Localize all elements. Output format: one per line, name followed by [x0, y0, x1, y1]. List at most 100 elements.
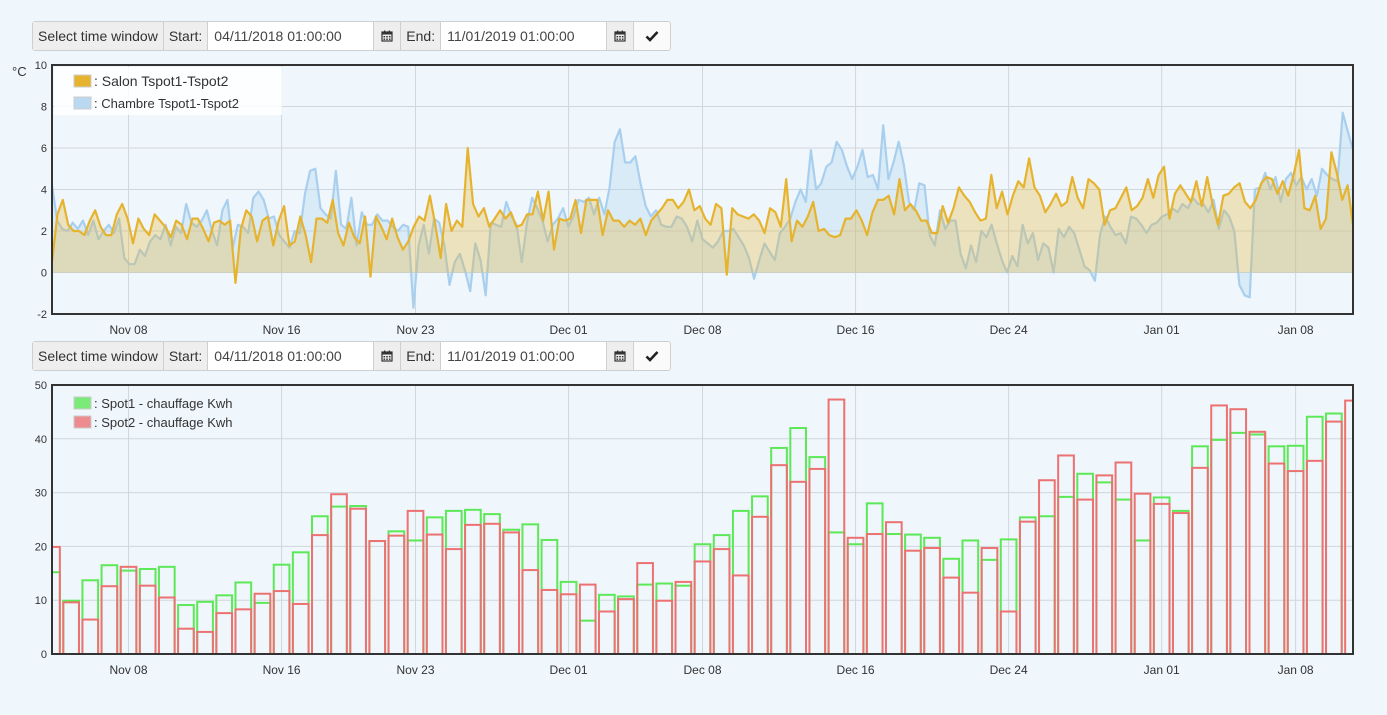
spot2-bar — [81, 618, 100, 654]
end-label: End: — [401, 22, 442, 50]
spot2-bar — [617, 598, 635, 654]
spot2-bar — [311, 534, 329, 654]
spot2-bar — [100, 585, 119, 654]
spot1-bar — [1248, 433, 1267, 654]
spot2-bar — [62, 601, 80, 654]
spot2-bar — [1191, 466, 1209, 654]
spot2-bar — [387, 534, 406, 654]
spot1-bar — [540, 538, 559, 654]
spot1-bar — [578, 619, 597, 654]
spot1-bar — [904, 533, 922, 654]
spot1-bar — [712, 534, 731, 654]
spot2-bar — [52, 545, 61, 654]
spot2-bar — [674, 580, 693, 654]
calendar-icon — [614, 350, 626, 362]
y-tick-label: -2 — [37, 309, 47, 321]
spot1-bar — [502, 528, 521, 654]
start-calendar-button[interactable] — [374, 342, 402, 370]
series-line — [52, 146, 1353, 284]
select-time-window-label: Select time window — [33, 342, 164, 370]
spot2-bar — [636, 562, 654, 654]
check-icon — [645, 351, 659, 362]
spot2-bar — [1325, 420, 1343, 654]
spot1-bar — [157, 565, 176, 654]
spot1-bar — [731, 509, 750, 654]
spot1-bar — [693, 543, 712, 654]
y-tick-label: 6 — [41, 143, 47, 155]
start-calendar-button[interactable] — [374, 22, 402, 50]
spot2-bar — [215, 612, 234, 654]
spot1-bar — [1133, 539, 1152, 654]
spot2-bar — [119, 565, 138, 654]
spot2-bar — [138, 584, 157, 654]
spot1-bar — [1267, 445, 1286, 654]
start-date-input[interactable] — [208, 342, 375, 370]
x-tick-label: Nov 16 — [263, 323, 301, 337]
spot2-bar — [789, 480, 808, 654]
y-tick-label: 8 — [41, 102, 47, 114]
spot1-bar — [559, 580, 578, 654]
y-tick-label: 30 — [35, 488, 47, 500]
end-calendar-button[interactable] — [607, 342, 635, 370]
spot2-bar — [578, 583, 597, 654]
spot2-bar — [1248, 430, 1267, 654]
spot2-bar — [846, 536, 865, 654]
x-tick-label: Jan 01 — [1144, 663, 1180, 677]
spot1-bar — [1171, 509, 1190, 654]
spot1-bar — [1152, 496, 1171, 654]
spot1-bar — [827, 531, 846, 654]
spot2-bar — [1133, 492, 1152, 654]
legend-swatch — [73, 74, 92, 88]
spot1-bar — [311, 515, 329, 654]
legend-label: : Spot2 - chauffage Kwh — [94, 415, 233, 430]
y-tick-label: 0 — [41, 268, 47, 280]
y-tick-label: 10 — [35, 595, 47, 607]
end-date-input[interactable] — [441, 22, 608, 50]
end-date-input[interactable] — [441, 342, 608, 370]
spot1-bar — [884, 533, 903, 654]
x-tick-label: Dec 16 — [837, 323, 875, 337]
spot1-bar — [770, 446, 788, 654]
spot2-bar — [368, 540, 387, 654]
spot1-bar — [1114, 498, 1133, 654]
spot1-bar — [253, 601, 272, 654]
spot1-bar — [119, 569, 138, 654]
spot1-bar — [291, 551, 310, 654]
spot2-bar — [865, 533, 884, 654]
spot2-bar — [349, 507, 367, 654]
spot2-bar — [196, 630, 214, 654]
spot1-bar — [1018, 516, 1037, 654]
spot2-bar — [1171, 512, 1190, 654]
spot1-bar — [81, 579, 100, 654]
spot2-bar — [253, 592, 272, 654]
spot1-bar — [808, 456, 827, 654]
spot1-bar — [425, 516, 444, 654]
spot1-bar — [138, 567, 157, 654]
spot1-bar — [62, 599, 80, 654]
end-calendar-button[interactable] — [607, 22, 635, 50]
spot1-bar — [865, 502, 884, 654]
x-tick-label: Dec 01 — [550, 663, 588, 677]
spot1-bar — [789, 427, 808, 654]
x-tick-label: Nov 23 — [396, 323, 434, 337]
x-tick-label: Nov 08 — [110, 663, 148, 677]
spot1-bar — [177, 604, 195, 654]
y-tick-label: 4 — [41, 185, 47, 197]
spot1-bar — [521, 523, 540, 654]
x-tick-label: Jan 01 — [1144, 323, 1180, 337]
apply-button[interactable] — [634, 22, 671, 50]
spot2-bar — [540, 588, 559, 654]
spot1-bar — [617, 595, 635, 654]
start-date-input[interactable] — [208, 22, 375, 50]
spot1-bar — [1305, 415, 1324, 654]
apply-button[interactable] — [634, 342, 671, 370]
spot2-bar — [1305, 459, 1324, 654]
spot2-bar — [177, 627, 195, 654]
x-tick-label: Jan 08 — [1278, 323, 1314, 337]
spot2-bar — [444, 548, 463, 654]
legend-swatch — [73, 96, 92, 110]
spot1-bar — [464, 508, 482, 654]
spot2-bar — [1210, 404, 1228, 654]
spot1-bar — [1325, 412, 1343, 654]
spot2-bar — [1286, 470, 1305, 654]
